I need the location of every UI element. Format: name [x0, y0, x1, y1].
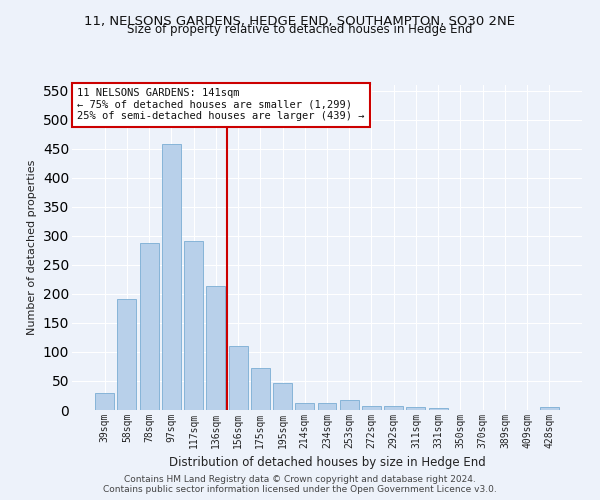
Text: Contains HM Land Registry data © Crown copyright and database right 2024.: Contains HM Land Registry data © Crown c… [124, 475, 476, 484]
Bar [340, 400, 359, 410]
Text: Size of property relative to detached houses in Hedge End: Size of property relative to detached ho… [127, 22, 473, 36]
Bar [206, 286, 225, 410]
Bar [140, 243, 158, 410]
Bar [295, 403, 314, 410]
Bar [273, 382, 292, 410]
Bar [162, 144, 181, 410]
Text: Contains public sector information licensed under the Open Government Licence v3: Contains public sector information licen… [103, 485, 497, 494]
Bar [118, 298, 136, 410]
Bar [95, 392, 114, 410]
Text: 11 NELSONS GARDENS: 141sqm
← 75% of detached houses are smaller (1,299)
25% of s: 11 NELSONS GARDENS: 141sqm ← 75% of deta… [77, 88, 365, 122]
X-axis label: Distribution of detached houses by size in Hedge End: Distribution of detached houses by size … [169, 456, 485, 469]
Bar [184, 240, 203, 410]
Text: 11, NELSONS GARDENS, HEDGE END, SOUTHAMPTON, SO30 2NE: 11, NELSONS GARDENS, HEDGE END, SOUTHAMP… [85, 15, 515, 28]
Bar [362, 406, 381, 410]
Bar [540, 407, 559, 410]
Bar [429, 408, 448, 410]
Bar [406, 407, 425, 410]
Bar [317, 403, 337, 410]
Y-axis label: Number of detached properties: Number of detached properties [27, 160, 37, 335]
Bar [251, 368, 270, 410]
Bar [384, 406, 403, 410]
Bar [229, 346, 248, 410]
